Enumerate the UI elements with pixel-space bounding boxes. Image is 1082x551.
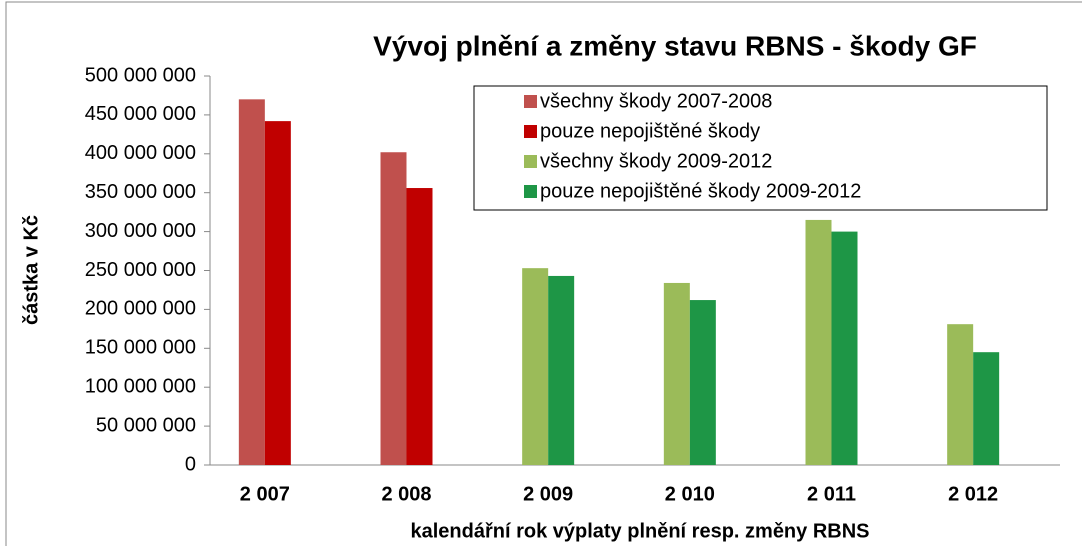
- y-tick-label: 300 000 000: [85, 220, 196, 242]
- legend-box: [473, 85, 1048, 211]
- bar: [805, 219, 832, 465]
- legend-swatch: [524, 185, 537, 198]
- legend-label: pouze nepojištěné škody 2009-2012: [540, 180, 861, 202]
- legend-swatch: [524, 125, 537, 138]
- y-tick-label: 500 000 000: [85, 64, 196, 86]
- bar: [238, 99, 265, 465]
- legend-swatch: [524, 95, 537, 108]
- x-tick-label: 2 012: [948, 483, 998, 505]
- bar: [689, 300, 716, 465]
- bar: [973, 352, 1000, 465]
- x-tick-label: 2 007: [240, 483, 290, 505]
- bar: [548, 275, 575, 465]
- x-tick-label: 2 010: [665, 483, 715, 505]
- bar: [831, 231, 858, 465]
- x-tick-label: 2 008: [381, 483, 431, 505]
- y-tick-label: 100 000 000: [85, 375, 196, 397]
- y-tick-label: 450 000 000: [85, 103, 196, 125]
- legend-label: pouze nepojištěné škody: [540, 120, 760, 142]
- chart-title: Vývoj plnění a změny stavu RBNS - škody …: [373, 30, 977, 61]
- x-axis-label: kalendářní rok výplaty plnění resp. změn…: [410, 520, 869, 542]
- y-tick-label: 400 000 000: [85, 142, 196, 164]
- y-tick-label: 0: [185, 453, 196, 475]
- y-tick-label: 350 000 000: [85, 181, 196, 203]
- bar: [380, 152, 407, 465]
- y-tick-label: 250 000 000: [85, 259, 196, 281]
- y-tick-label: 150 000 000: [85, 337, 196, 359]
- bar: [522, 268, 549, 465]
- bar: [947, 324, 974, 465]
- legend-label: všechny škody 2007-2008: [540, 90, 772, 112]
- legend-label: všechny škody 2009-2012: [540, 150, 772, 172]
- y-tick-label: 50 000 000: [96, 414, 196, 436]
- bar: [663, 282, 690, 465]
- bar: [264, 121, 291, 466]
- y-tick-label: 200 000 000: [85, 298, 196, 320]
- bar: [406, 188, 433, 466]
- x-tick-label: 2 009: [523, 483, 573, 505]
- y-axis-label: částka v Kč: [20, 215, 42, 325]
- x-tick-label: 2 011: [807, 483, 856, 505]
- legend-swatch: [524, 155, 537, 168]
